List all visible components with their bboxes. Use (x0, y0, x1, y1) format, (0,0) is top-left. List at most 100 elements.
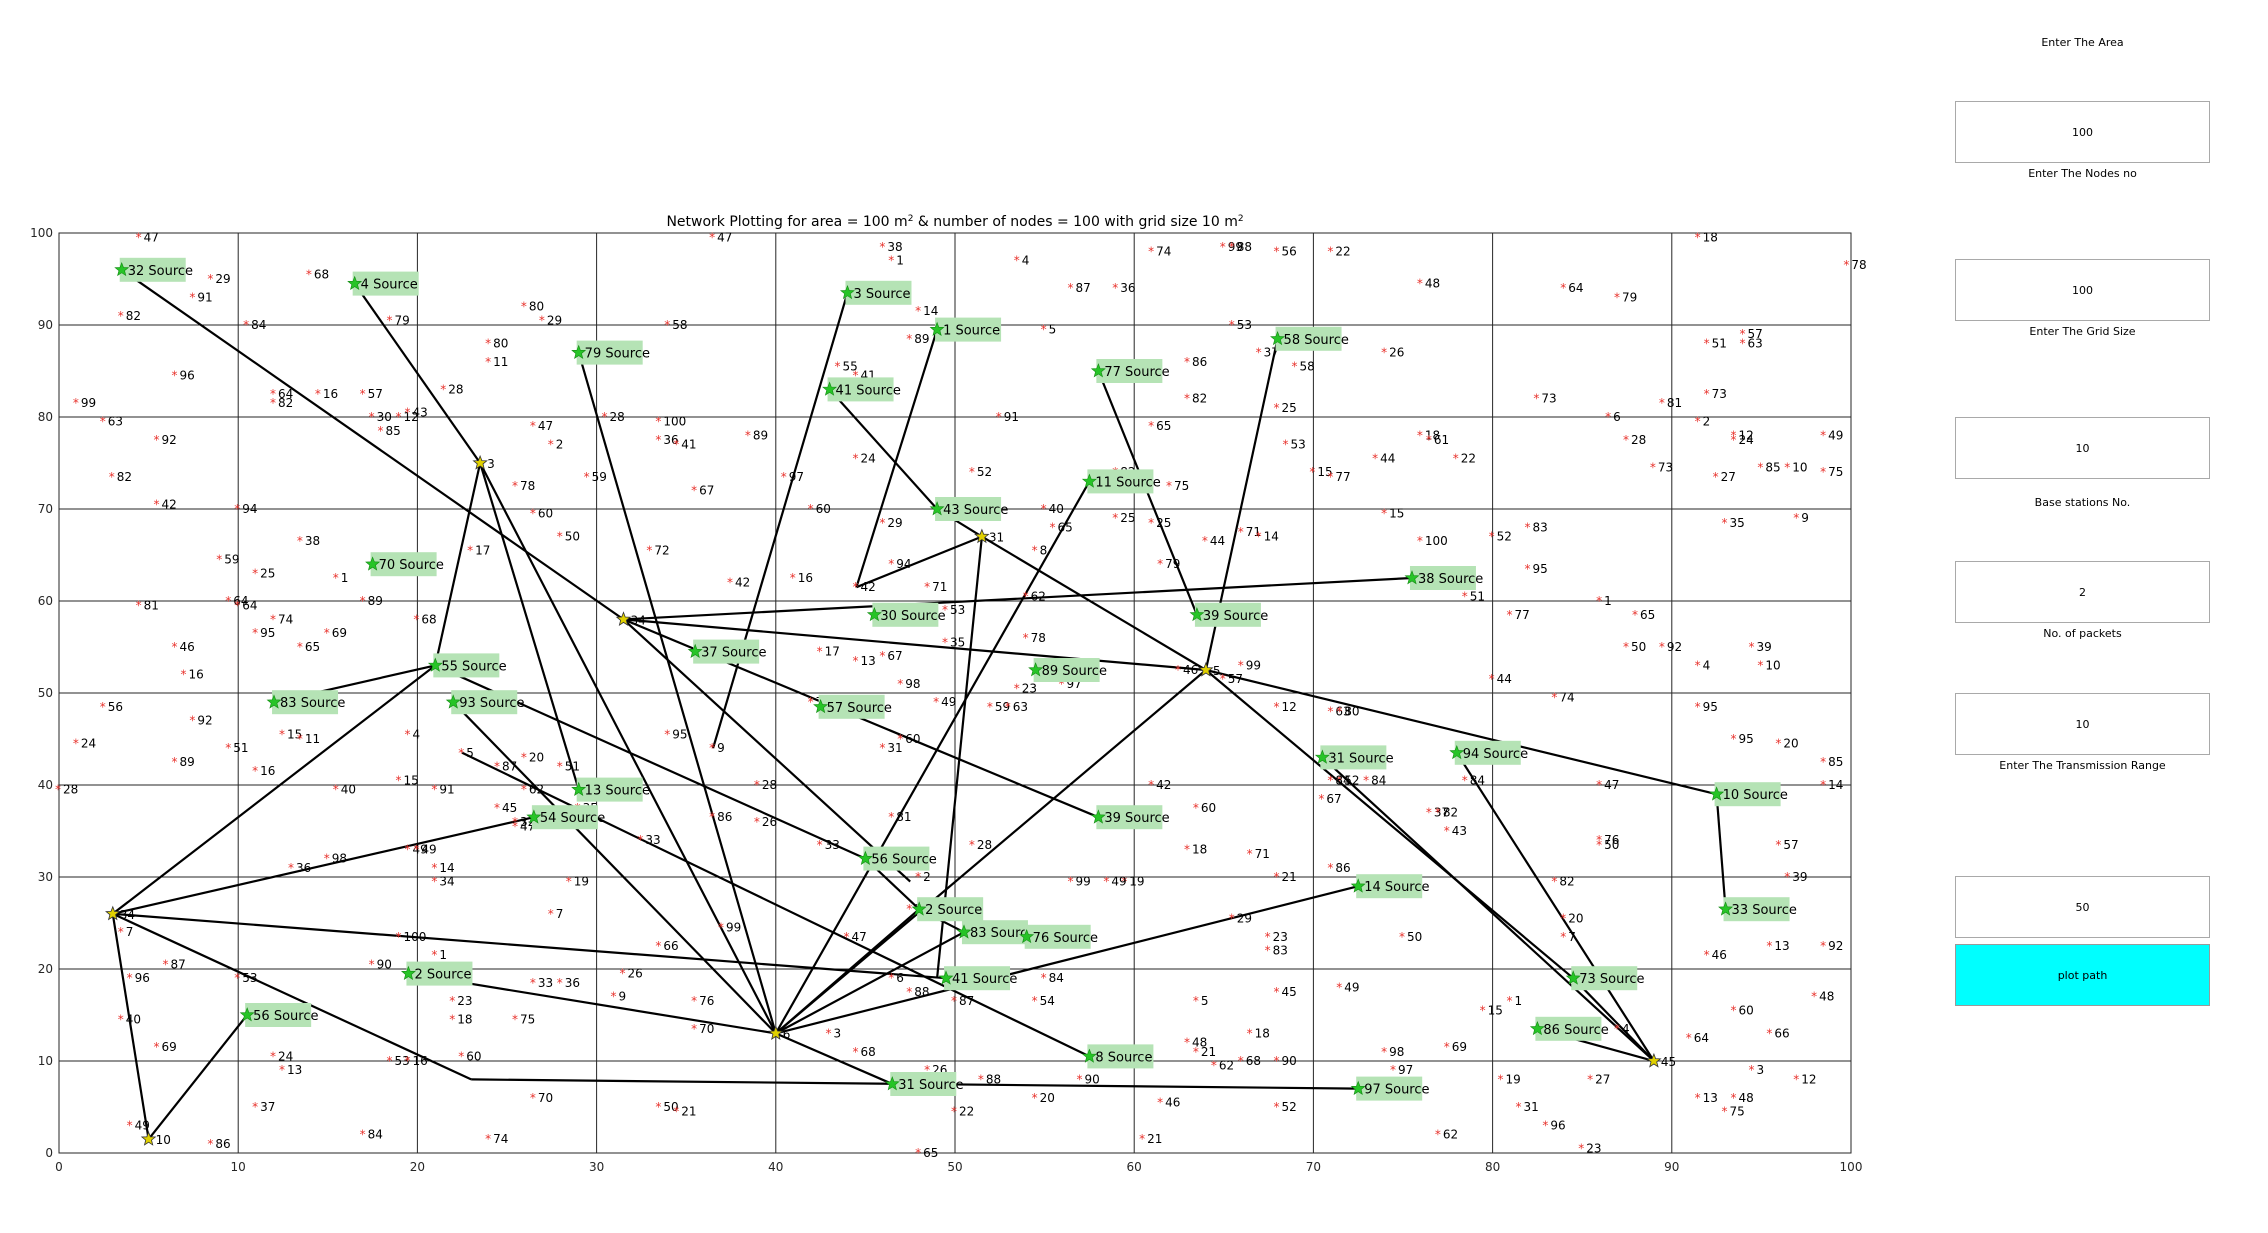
source-label: 97 Source (1364, 1083, 1429, 1098)
source-star-icon (1709, 786, 1725, 801)
cluster-head-star-icon (1198, 661, 1214, 677)
node-marker: * (1274, 700, 1280, 714)
node-label: 67 (887, 649, 902, 663)
node-label: 47 (144, 231, 159, 245)
source-label: 39 Source (1104, 811, 1169, 826)
node-marker: * (1426, 806, 1432, 820)
node-label: 82 (117, 470, 132, 484)
node-marker: * (1274, 401, 1280, 415)
source-star-icon (1718, 901, 1734, 916)
node-marker: * (557, 976, 563, 990)
node-label: 71 (932, 580, 947, 594)
y-tick-label: 20 (38, 962, 53, 976)
node-label: 20 (1040, 1091, 1055, 1105)
node-label: 35 (950, 635, 965, 649)
node-label: 84 (1371, 773, 1386, 787)
x-tick-label: 60 (1127, 1160, 1142, 1174)
node-marker: * (1399, 930, 1405, 944)
node-label: 98 (1389, 1045, 1404, 1059)
node-marker: * (1596, 838, 1602, 852)
node-marker: * (691, 1022, 697, 1036)
path-segment (1572, 977, 1655, 1062)
node-label: 49 (135, 1118, 150, 1132)
x-tick-label: 10 (231, 1160, 246, 1174)
node-marker: * (369, 410, 375, 424)
grid-size-input[interactable] (1955, 417, 2210, 479)
node-marker: * (1507, 994, 1513, 1008)
cluster-head-label: 3 (487, 457, 495, 471)
node-label: 51 (565, 760, 580, 774)
area-input[interactable] (1955, 101, 2210, 163)
node-marker: * (127, 1118, 133, 1132)
node-label: 70 (699, 1022, 714, 1036)
node-marker: * (458, 1049, 464, 1063)
node-marker: * (333, 783, 339, 797)
node-label: 71 (1246, 525, 1261, 539)
node-label: 17 (475, 543, 490, 557)
node-label: 56 (108, 700, 123, 714)
node-label: 84 (1335, 773, 1350, 787)
node-marker: * (1766, 1026, 1772, 1040)
node-marker: * (790, 571, 796, 585)
source-box (1087, 469, 1154, 494)
source-label: 8 Source (1095, 1050, 1152, 1065)
node-label: 81 (144, 599, 159, 613)
node-label: 47 (851, 930, 866, 944)
node-label: 99 (1246, 658, 1261, 672)
node-label: 50 (1407, 930, 1422, 944)
network-plot: Network Plotting for area = 100 m2 & num… (30, 214, 1867, 1174)
node-label: 62 (529, 783, 544, 797)
node-marker: * (1274, 870, 1280, 884)
source-label: 79 Source (585, 347, 650, 362)
node-label: 64 (242, 599, 257, 613)
node-marker: * (646, 543, 652, 557)
nodes-input[interactable] (1955, 259, 2210, 321)
node-marker: * (404, 405, 410, 419)
node-label: 60 (905, 732, 920, 746)
node-label: 85 (1765, 461, 1780, 475)
node-marker: * (1148, 419, 1154, 433)
node-marker: * (1533, 392, 1539, 406)
node-marker: * (1247, 847, 1253, 861)
node-label: 98 (905, 677, 920, 691)
node-marker: * (1462, 773, 1468, 787)
node-marker: * (1722, 1105, 1728, 1119)
y-tick-label: 90 (38, 318, 53, 332)
plot-path-button[interactable]: plot path (1955, 944, 2210, 1006)
base-stations-input[interactable] (1955, 561, 2210, 623)
source-star-icon (1314, 749, 1330, 764)
node-marker: * (1417, 277, 1423, 291)
source-box (1571, 966, 1638, 991)
packets-input[interactable] (1955, 693, 2210, 755)
cluster-head-label: 10 (156, 1133, 171, 1147)
node-label: 4 (1022, 254, 1030, 268)
node-marker: * (888, 971, 894, 985)
node-marker: * (897, 732, 903, 746)
node-marker: * (1265, 930, 1271, 944)
axis-ticks: 0 10 20 30 40 50 60 70 80 90 100 0 10 20 30 40 50 60 70 80 9… (30, 226, 1862, 1174)
node-label: 60 (1201, 801, 1216, 815)
node-label: 5 (1049, 323, 1057, 337)
node-marker: * (324, 852, 330, 866)
node-marker: * (1605, 410, 1611, 424)
node-label: 13 (1703, 1091, 1718, 1105)
node-marker: * (557, 530, 563, 544)
node-label: 42 (1156, 778, 1171, 792)
node-marker: * (1731, 1003, 1737, 1017)
node-marker: * (673, 438, 679, 452)
source-star-icon (1081, 1048, 1097, 1063)
node-marker: * (1515, 1100, 1521, 1114)
node-marker: * (207, 272, 213, 286)
node-label: 31 (887, 741, 902, 755)
node-label: 49 (1111, 875, 1126, 889)
area-label: Enter The Area (2041, 36, 2124, 49)
node-label: 53 (1291, 438, 1306, 452)
node-label: 100 (403, 930, 426, 944)
transmission-range-input[interactable] (1955, 876, 2210, 938)
node-label: 70 (538, 1091, 553, 1105)
source-label: 70 Source (379, 558, 444, 573)
source-box (1033, 658, 1100, 682)
node-label: 68 (860, 1045, 875, 1059)
node-marker: * (745, 428, 751, 442)
node-marker: * (1793, 1072, 1799, 1086)
